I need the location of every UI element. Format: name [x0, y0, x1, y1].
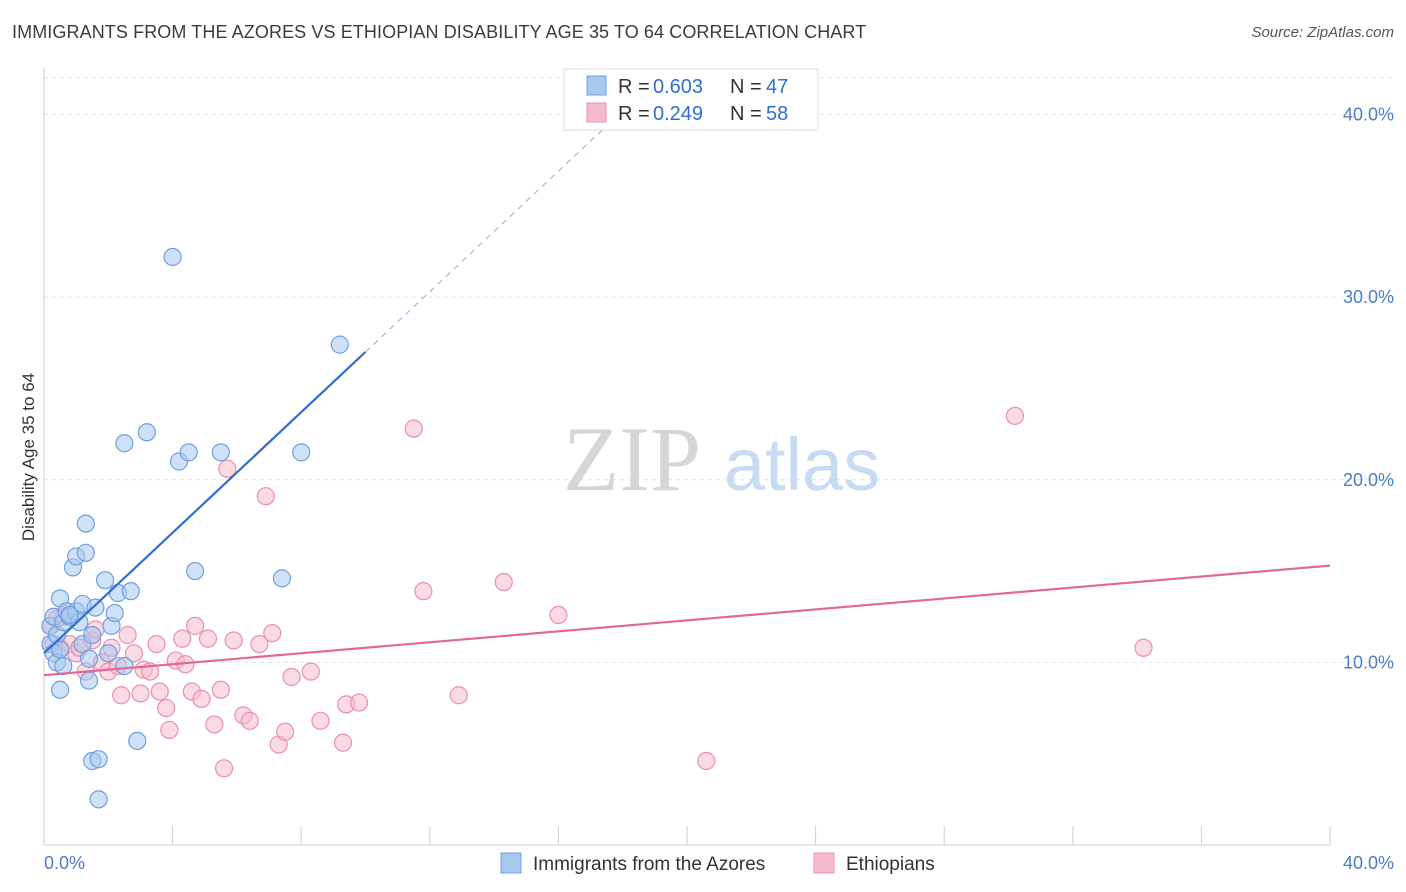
azores-point-35: [137, 423, 156, 442]
ethiopians-point-42: [276, 722, 295, 741]
azores-point-31: [115, 656, 134, 676]
azores-point-34: [128, 731, 147, 751]
azores-point-38: [179, 443, 198, 462]
azores-point-36: [163, 247, 182, 267]
azores-point-20: [79, 649, 99, 668]
y-tick-label-0: 10.0%: [1343, 652, 1394, 672]
ethiopians-point-46: [333, 733, 353, 752]
source-credit: Source: ZipAtlas.com: [1251, 24, 1394, 41]
watermark: ZIP atlas: [563, 408, 880, 510]
ethiopians-point-38: [250, 635, 269, 654]
bottom-legend-label-azores: Immigrants from the Azores: [533, 854, 765, 875]
azores-point-29: [105, 603, 124, 623]
ethiopians-point-53: [549, 605, 568, 625]
ethiopians-point-16: [124, 644, 144, 663]
ethiopians-point-25: [173, 629, 192, 648]
azores-point-24: [86, 598, 105, 617]
azores-point-25: [89, 750, 108, 769]
y-tick-label-3: 40.0%: [1343, 105, 1394, 125]
y-tick-labels: 10.0% 20.0% 30.0% 40.0%: [1343, 105, 1394, 673]
legend-r-value-ethiopians: 0.249: [653, 103, 703, 125]
ethiopians-point-35: [224, 631, 243, 650]
axes: [43, 68, 1331, 846]
legend-swatch-azores: [586, 75, 607, 96]
azores-trend-extension: [365, 110, 624, 353]
y-tick-label-2: 30.0%: [1343, 287, 1394, 307]
gridlines: [44, 77, 1394, 663]
legend-swatch-ethiopians: [586, 102, 607, 123]
correlation-legend: R = 0.603 N = 47 R = 0.249 N = 58: [563, 68, 819, 131]
legend-r-value-azores: 0.603: [653, 76, 703, 98]
azores-point-45: [60, 605, 79, 625]
ethiopians-point-40: [263, 624, 282, 643]
series-legend: Immigrants from the Azores Ethiopians: [500, 852, 935, 875]
azores-point-40: [211, 443, 230, 462]
legend-n-value-azores: 47: [766, 76, 788, 98]
ethiopians-point-51: [449, 686, 468, 705]
legend-n-value-ethiopians: 58: [766, 103, 788, 125]
ethiopians-point-14: [112, 686, 131, 705]
chart-title: IMMIGRANTS FROM THE AZORES VS ETHIOPIAN …: [12, 22, 867, 42]
legend-r-label-azores: R =: [618, 76, 650, 98]
ethiopians-point-22: [157, 698, 176, 718]
ethiopians-point-43: [282, 667, 301, 687]
x-tick-label-max: 40.0%: [1343, 853, 1394, 873]
azores-point-44: [50, 640, 70, 659]
ethiopians-point-54: [697, 751, 716, 771]
ethiopians-point-31: [205, 715, 224, 734]
azores-point-26: [89, 790, 108, 809]
azores-point-33: [121, 582, 140, 601]
azores-point-22: [83, 625, 102, 645]
bottom-legend-swatch-azores: [500, 852, 522, 874]
ethiopians-point-44: [301, 662, 320, 681]
legend-r-label-ethiopians: R =: [618, 103, 650, 125]
ethiopians-point-50: [414, 582, 433, 601]
ethiopians-point-30: [198, 629, 218, 648]
x-tick-label-min: 0.0%: [44, 853, 85, 873]
azores-point-43: [330, 335, 349, 354]
azores-point-41: [272, 569, 292, 588]
ethiopians-point-52: [494, 572, 513, 592]
ethiopians-point-21: [150, 682, 169, 701]
legend-n-label-ethiopians: N =: [730, 103, 762, 125]
azores-trend-line: [43, 351, 367, 655]
ethiopians-point-56: [1134, 638, 1153, 657]
ethiopians-point-49: [404, 419, 423, 438]
watermark-zip: ZIP: [563, 408, 701, 510]
ethiopians-point-37: [240, 711, 259, 730]
trend-lines: [43, 110, 1331, 677]
ethiopians-point-28: [186, 616, 205, 635]
azores-point-32: [115, 434, 134, 453]
azores-points: [41, 247, 349, 809]
ethiopians-point-23: [160, 720, 179, 740]
ethiopians-point-20: [147, 635, 166, 654]
ethiopians-point-29: [192, 689, 211, 709]
ethiopians-point-15: [118, 625, 137, 645]
ethiopians-point-32: [211, 680, 230, 699]
azores-point-46: [99, 644, 118, 663]
ethiopians-point-45: [311, 711, 330, 730]
legend-n-label-azores: N =: [730, 76, 762, 98]
ethiopians-point-33: [214, 759, 234, 778]
ethiopians-point-34: [218, 459, 237, 478]
azores-point-27: [95, 571, 115, 590]
x-tick-labels: 0.0% 40.0%: [44, 853, 1394, 873]
y-tick-label-1: 20.0%: [1343, 470, 1394, 490]
watermark-atlas: atlas: [724, 423, 880, 506]
azores-point-18: [76, 543, 95, 562]
y-axis-label: Disability Age 35 to 64: [19, 373, 38, 541]
ethiopians-point-48: [349, 693, 369, 712]
ethiopians-point-17: [131, 684, 150, 703]
ethiopians-point-39: [256, 487, 275, 506]
ethiopians-trend-line: [43, 564, 1331, 677]
azores-point-39: [186, 561, 205, 581]
azores-point-7: [50, 680, 70, 699]
bottom-legend-swatch-ethiopians: [813, 852, 835, 874]
bottom-legend-label-ethiopians: Ethiopians: [846, 854, 935, 875]
ethiopians-point-55: [1005, 406, 1025, 425]
azores-point-42: [292, 443, 311, 462]
azores-point-19: [76, 514, 95, 533]
azores-point-21: [79, 671, 99, 690]
